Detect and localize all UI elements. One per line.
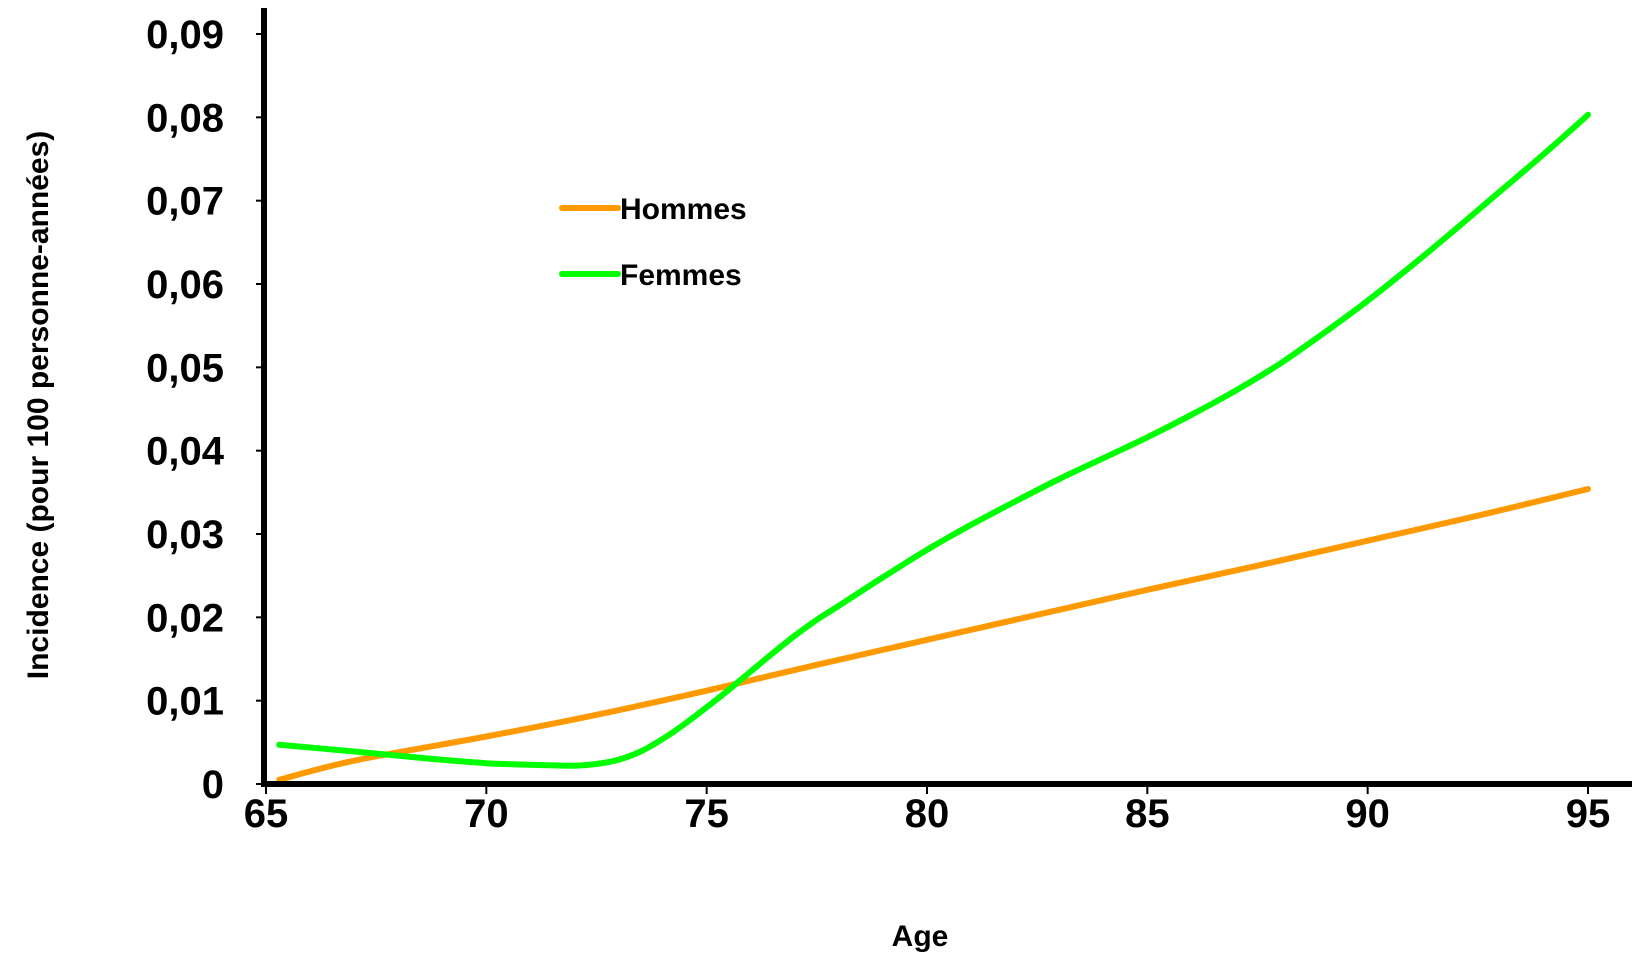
legend-label-hommes: Hommes [620,193,747,226]
x-axis-ticks: 65 70 75 80 85 90 95 [244,784,1611,836]
x-tick-label: 85 [1125,792,1170,836]
x-tick-label: 70 [464,792,509,836]
x-tick-label: 75 [684,792,729,836]
y-axis-ticks: 0 0,01 0,02 0,03 0,04 0,05 0,06 0,07 0,08 0,09 [146,13,264,807]
series-line-hommes [276,486,1591,783]
y-axis-title: Incidence (pour 100 personne-années) [22,131,55,679]
y-tick-label: 0,03 [146,513,224,557]
legend-label-femmes: Femmes [620,259,742,292]
y-tick-label: 0,02 [146,596,224,640]
series-line-femmes [276,111,1591,769]
x-tick-label: 65 [244,792,289,836]
y-tick-label: 0,07 [146,180,224,224]
y-tick-label: 0,01 [146,680,224,724]
y-tick-label: 0 [202,763,224,807]
y-tick-label: 0,09 [146,13,224,57]
x-tick-label: 95 [1566,792,1611,836]
legend: Hommes Femmes [559,193,747,292]
y-tick-label: 0,08 [146,96,224,140]
y-tick-label: 0,06 [146,263,224,307]
x-tick-label: 80 [905,792,950,836]
series-layer [276,111,1591,783]
y-tick-label: 0,04 [146,430,225,474]
y-tick-label: 0,05 [146,346,224,390]
x-tick-label: 90 [1345,792,1390,836]
x-axis-title: Age [892,920,949,953]
